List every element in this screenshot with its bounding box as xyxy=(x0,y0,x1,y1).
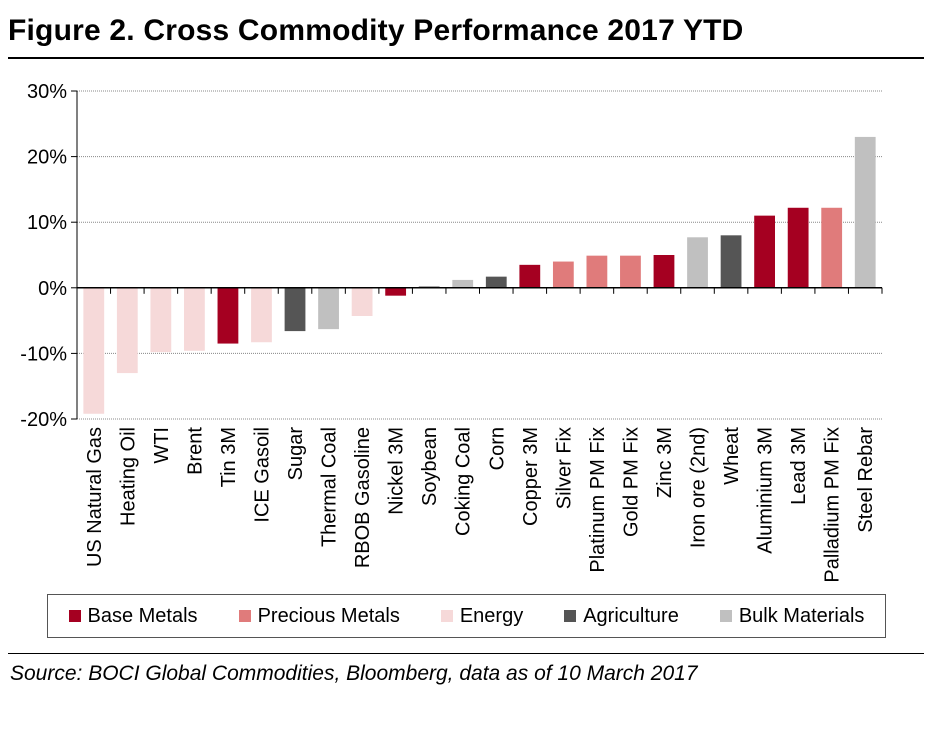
legend-label: Energy xyxy=(459,604,524,627)
bar-8 xyxy=(351,287,373,317)
bar-17 xyxy=(653,255,675,288)
bar-18 xyxy=(687,237,708,288)
bar-6 xyxy=(284,287,306,332)
legend-item: Energy xyxy=(440,604,524,628)
category-label: Nickel 3M xyxy=(386,427,408,515)
legend-swatch xyxy=(564,610,577,622)
bar-9 xyxy=(385,287,407,296)
bar-3 xyxy=(183,287,205,351)
category-label: Sugar xyxy=(285,427,307,481)
category-label: Tin 3M xyxy=(218,427,240,487)
bar-23 xyxy=(854,136,876,288)
y-tick-label: -20% xyxy=(20,409,67,431)
legend-item: Agriculture xyxy=(564,605,679,628)
legend-label: Precious Metals xyxy=(257,604,400,627)
category-label: ICE Gasoil xyxy=(251,427,273,523)
bar-13 xyxy=(519,264,541,288)
bar-1 xyxy=(116,287,138,374)
bar-chart: 30% 20% 10% 0% -10% -20% US Natural Gas Heating… xyxy=(20,81,883,583)
category-label: Gold PM Fix xyxy=(620,427,642,537)
category-label: Heating Oil xyxy=(117,427,139,526)
category-label: Steel Rebar xyxy=(855,427,877,533)
category-label: Thermal Coal xyxy=(319,427,341,547)
y-tick-label: -10% xyxy=(20,343,67,365)
category-label: Iron ore (2nd) xyxy=(688,427,710,548)
legend-label: Agriculture xyxy=(583,604,679,627)
bar-5 xyxy=(251,287,272,343)
y-tick-label: 30% xyxy=(27,81,67,103)
legend-label: Bulk Materials xyxy=(738,604,865,627)
category-label: RBOB Gasoline xyxy=(352,427,374,568)
legend-item: Precious Metals xyxy=(238,604,400,628)
bar-12 xyxy=(485,276,507,288)
category-label: Coking Coal xyxy=(453,427,475,536)
bar-7 xyxy=(318,287,339,330)
bar-19 xyxy=(720,235,742,288)
y-tick-label: 20% xyxy=(27,147,67,169)
legend-item: Bulk Materials xyxy=(719,604,865,628)
bar-0 xyxy=(83,287,105,414)
category-label: Zinc 3M xyxy=(654,427,676,498)
y-tick-label: 10% xyxy=(27,212,67,234)
title-rule xyxy=(8,57,924,59)
category-label: Platinum PM Fix xyxy=(587,427,609,573)
bar-11 xyxy=(452,279,474,288)
legend-swatch xyxy=(719,610,732,622)
category-label: US Natural Gas xyxy=(84,427,106,567)
source-note: Source: BOCI Global Commodities, Bloombe… xyxy=(10,662,698,685)
category-label: Lead 3M xyxy=(788,427,810,505)
legend-swatch xyxy=(440,610,453,622)
category-label: Soybean xyxy=(419,427,441,506)
bar-2 xyxy=(150,287,172,353)
source-rule xyxy=(8,653,924,654)
bar-20 xyxy=(754,215,776,288)
category-label: Aluminium 3M xyxy=(755,427,777,554)
legend-label: Base Metals xyxy=(87,604,198,627)
category-label: Wheat xyxy=(721,427,743,485)
bar-14 xyxy=(552,261,574,288)
category-label: Corn xyxy=(486,427,508,470)
bar-15 xyxy=(586,255,608,288)
legend-swatch xyxy=(68,610,81,622)
bar-4 xyxy=(217,287,239,344)
category-label: WTI xyxy=(151,427,173,464)
chart-legend: Base Metals Precious Metals Energy Agricult… xyxy=(47,594,886,638)
category-label: Palladium PM Fix xyxy=(822,427,844,583)
bar-21 xyxy=(787,207,809,288)
category-label: Silver Fix xyxy=(553,427,575,509)
legend-item: Base Metals xyxy=(68,604,198,628)
bar-16 xyxy=(620,255,641,288)
legend-swatch xyxy=(238,610,251,622)
category-label: Copper 3M xyxy=(520,427,542,526)
y-tick-label: 0% xyxy=(38,278,67,300)
bar-22 xyxy=(821,207,843,288)
category-label: Brent xyxy=(184,427,206,475)
chart-title: Figure 2. Cross Commodity Performance 20… xyxy=(8,14,744,47)
